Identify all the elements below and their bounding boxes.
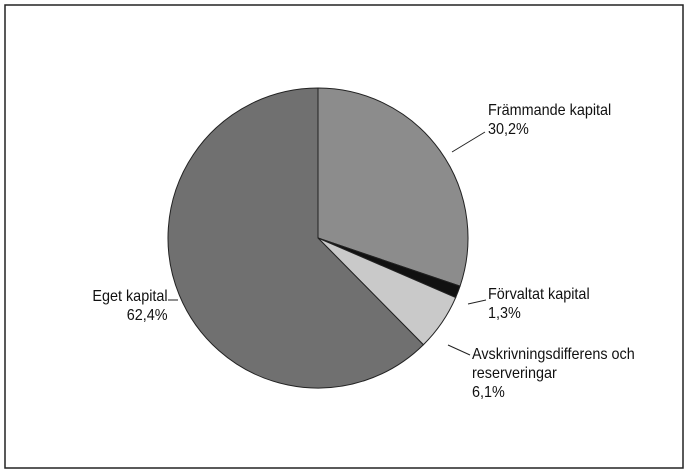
value-label: 62,4% [127,307,168,324]
pie-slice [317,87,469,287]
leader-line [451,131,486,153]
leader-line [447,344,471,356]
pie-slice [167,87,425,389]
value-label: 1,3% [488,305,521,322]
frame [4,4,684,469]
slice-label: Eget kapital 62,4% [93,287,168,325]
category-label: Främmande kapital [488,102,612,119]
pie [167,87,469,389]
leader-line [467,299,487,305]
category-label: Förvaltat kapital [488,286,590,303]
category-label: Eget kapital [92,288,168,305]
value-label: 30,2% [488,121,529,138]
category-label: Avskrivningsdifferens och reserveringar [472,346,635,382]
slice-label: Avskrivningsdifferens och reserveringar … [472,345,643,402]
slice-label: Förvaltat kapital 1,3% [488,285,590,323]
slice-label: Främmande kapital 30,2% [488,101,611,139]
value-label: 6,1% [472,384,505,401]
